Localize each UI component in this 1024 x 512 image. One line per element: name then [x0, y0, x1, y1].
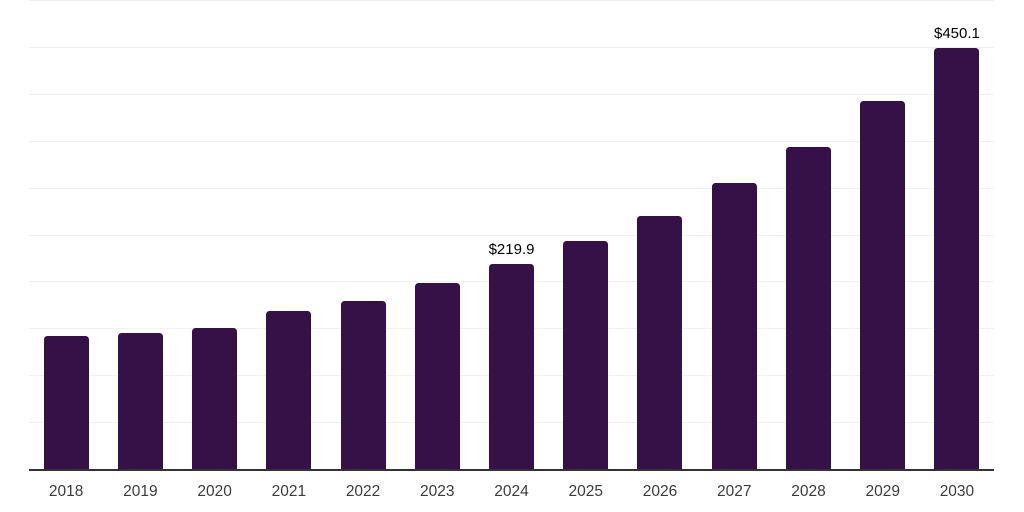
bar-2018 — [43, 335, 89, 470]
x-tick-label-2022: 2022 — [345, 483, 381, 500]
x-tick-label-2028: 2028 — [791, 483, 826, 500]
value-label-2024: $219.9 — [488, 240, 535, 258]
gridline — [29, 140, 994, 142]
bar-band-2030: $450.1 — [920, 1, 994, 470]
bar-band-2025 — [549, 1, 623, 470]
x-tick-label-2029: 2029 — [865, 483, 900, 500]
x-tick-label-2026: 2026 — [642, 483, 678, 500]
x-tick-label-2020: 2020 — [197, 483, 232, 500]
bar-band-2026 — [623, 1, 697, 470]
x-tick-label-2018: 2018 — [48, 483, 84, 500]
bar-band-2027 — [697, 1, 771, 470]
bar-band-2024: $219.9 — [474, 1, 548, 470]
bar-2027 — [711, 183, 757, 470]
bar-band-2019 — [103, 1, 177, 470]
bar-2020 — [192, 328, 238, 470]
x-tick-label-2021: 2021 — [271, 483, 307, 500]
bar-2023 — [414, 282, 460, 470]
bar-band-2020 — [177, 1, 251, 470]
gridline — [29, 234, 994, 236]
bar-2021 — [266, 310, 312, 470]
x-tick-label-2025: 2025 — [568, 483, 603, 500]
bars-row: $219.9 $450.1 — [29, 1, 994, 470]
bar-band-2022 — [326, 1, 400, 470]
bar-band-2028 — [771, 1, 845, 470]
value-label-2030: $450.1 — [933, 24, 980, 42]
x-axis-labels: 2018 2019 2020 2021 2022 2023 2024 2025 2026 2027… — [29, 471, 994, 500]
gridline — [29, 0, 994, 1]
x-tick-label-2030: 2030 — [939, 483, 975, 500]
gridline — [29, 187, 994, 189]
x-axis-line — [29, 469, 994, 471]
gridline — [29, 46, 994, 48]
x-tick-label-2019: 2019 — [123, 483, 158, 500]
bar-2019 — [117, 332, 163, 470]
x-tick-label-2024: 2024 — [494, 483, 529, 500]
bar-2024 — [489, 263, 535, 470]
bar-2022 — [340, 300, 386, 470]
bar-band-2021 — [252, 1, 326, 470]
bar-band-2029 — [846, 1, 920, 470]
x-tick-label-2027: 2027 — [716, 483, 752, 500]
bar-2026 — [637, 215, 683, 470]
bar-2030 — [934, 47, 980, 470]
bar-2029 — [860, 100, 906, 470]
plot-area: $219.9 $450.1 — [29, 0, 994, 471]
bar-band-2023 — [400, 1, 474, 470]
x-tick-label-2023: 2023 — [420, 483, 455, 500]
gridline — [29, 93, 994, 95]
bar-2025 — [563, 241, 609, 470]
bar-2028 — [785, 146, 831, 470]
bar-band-2018 — [29, 1, 103, 470]
